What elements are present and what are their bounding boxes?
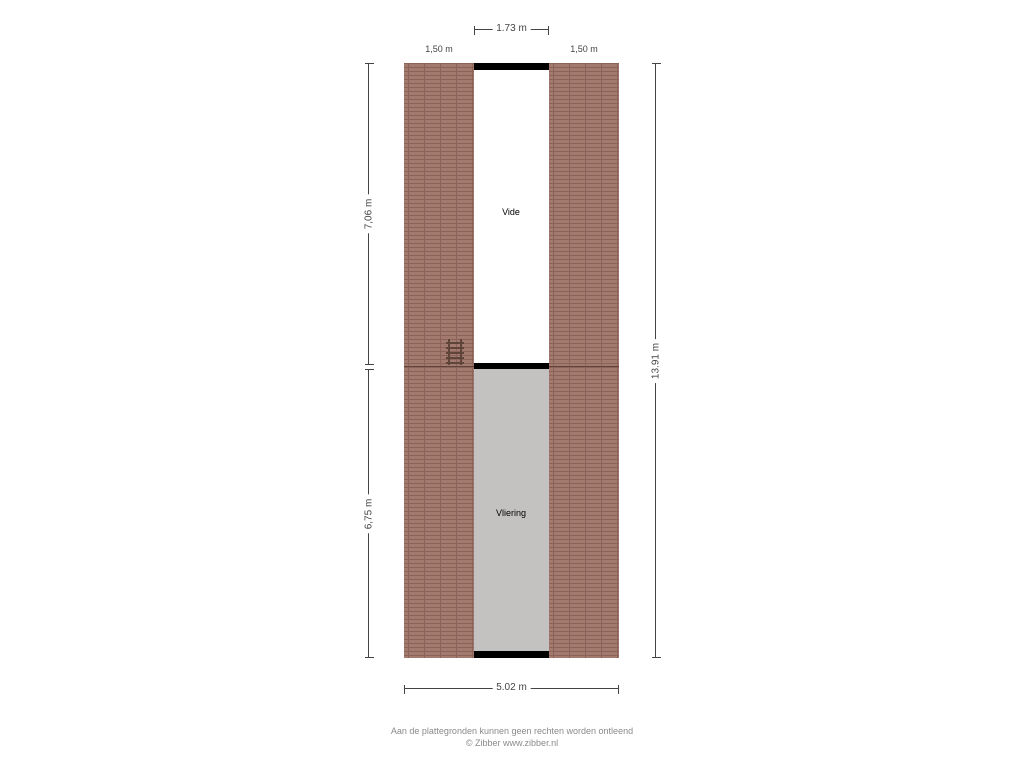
- dim-top-center: 1.73 m: [474, 29, 549, 30]
- wall-bottom: [474, 651, 549, 658]
- dim-left-lower: 6,75 m: [368, 369, 369, 658]
- dim-top-right-roof: 1,50 m: [570, 44, 598, 54]
- stage: Vide Vliering 1.73 m 1,50 m 1,50 m 5.02 …: [0, 0, 1024, 768]
- label-vliering: Vliering: [496, 508, 526, 518]
- label-vide: Vide: [502, 207, 520, 217]
- dim-right-value: 13.91 m: [651, 338, 662, 382]
- footer-line2: © Zibber www.zibber.nl: [0, 738, 1024, 750]
- ladder-icon: [446, 339, 464, 365]
- wall-top: [474, 63, 549, 70]
- floorplan: Vide Vliering: [404, 63, 619, 658]
- footer: Aan de plattegronden kunnen geen rechten…: [0, 726, 1024, 749]
- footer-line1: Aan de plattegronden kunnen geen rechten…: [0, 726, 1024, 738]
- dim-top-left-roof: 1,50 m: [425, 44, 453, 54]
- wall-divider-center: [474, 363, 549, 369]
- dim-bottom-value: 5.02 m: [492, 682, 531, 693]
- dim-left-upper-value: 7,06 m: [364, 195, 375, 234]
- dim-left-upper: 7,06 m: [368, 63, 369, 365]
- roof-right: [549, 63, 619, 658]
- dim-top-center-value: 1.73 m: [492, 23, 531, 34]
- dim-right-total: 13.91 m: [655, 63, 656, 658]
- dim-left-lower-value: 6,75 m: [364, 494, 375, 533]
- dim-bottom: 5.02 m: [404, 688, 619, 689]
